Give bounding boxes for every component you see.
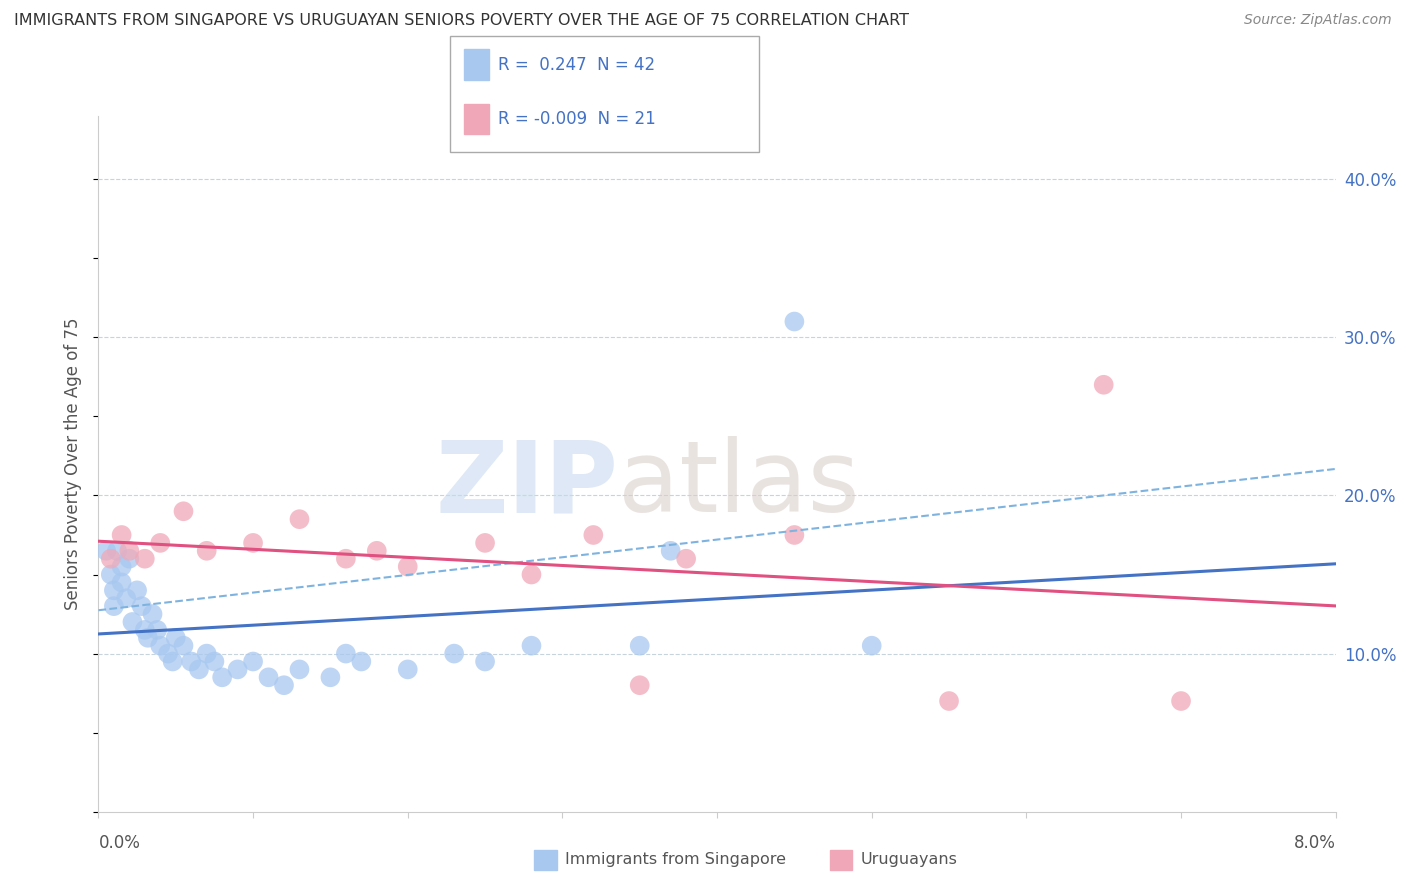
Point	[628, 678, 651, 692]
Text: atlas: atlas	[619, 436, 859, 533]
Point	[121, 615, 143, 629]
Point	[105, 544, 128, 558]
Point	[103, 599, 125, 614]
Text: Immigrants from Singapore: Immigrants from Singapore	[565, 853, 786, 867]
Point	[675, 551, 697, 566]
Text: Source: ZipAtlas.com: Source: ZipAtlas.com	[1244, 13, 1392, 28]
Text: IMMIGRANTS FROM SINGAPORE VS URUGUAYAN SENIORS POVERTY OVER THE AGE OF 75 CORREL: IMMIGRANTS FROM SINGAPORE VS URUGUAYAN S…	[14, 13, 910, 29]
Point	[96, 544, 118, 558]
Point	[134, 551, 156, 566]
Point	[180, 655, 202, 669]
Text: 0.0%: 0.0%	[98, 834, 141, 852]
Point	[165, 631, 187, 645]
Point	[173, 639, 195, 653]
Point	[474, 536, 496, 550]
Point	[257, 670, 280, 684]
Point	[582, 528, 605, 542]
Text: 8.0%: 8.0%	[1294, 834, 1336, 852]
Point	[396, 662, 419, 676]
Point	[157, 647, 180, 661]
Point	[100, 567, 122, 582]
Point	[628, 639, 651, 653]
Point	[520, 639, 543, 653]
Point	[783, 314, 806, 328]
Point	[659, 544, 682, 558]
Text: R = -0.009  N = 21: R = -0.009 N = 21	[498, 110, 655, 128]
Point	[131, 599, 153, 614]
Point	[319, 670, 342, 684]
Point	[366, 544, 388, 558]
Point	[127, 583, 149, 598]
Point	[226, 662, 249, 676]
Point	[474, 655, 496, 669]
Point	[204, 655, 226, 669]
Point	[118, 544, 141, 558]
Point	[396, 559, 419, 574]
Point	[173, 504, 195, 518]
Point	[195, 544, 218, 558]
Point	[242, 536, 264, 550]
Point	[162, 655, 184, 669]
Point	[111, 575, 134, 590]
Point	[520, 567, 543, 582]
Point	[111, 559, 134, 574]
Text: Uruguayans: Uruguayans	[860, 853, 957, 867]
Point	[860, 639, 883, 653]
Point	[211, 670, 233, 684]
Point	[1170, 694, 1192, 708]
Point	[146, 623, 169, 637]
Point	[288, 512, 311, 526]
Point	[100, 551, 122, 566]
Point	[1092, 377, 1115, 392]
Point	[350, 655, 373, 669]
Point	[149, 639, 172, 653]
Point	[103, 583, 125, 598]
Point	[335, 647, 357, 661]
Point	[288, 662, 311, 676]
Text: R =  0.247  N = 42: R = 0.247 N = 42	[498, 55, 655, 73]
Point	[188, 662, 211, 676]
Point	[443, 647, 465, 661]
Point	[242, 655, 264, 669]
Point	[111, 528, 134, 542]
Point	[783, 528, 806, 542]
Point	[141, 607, 165, 621]
Text: ZIP: ZIP	[436, 436, 619, 533]
Y-axis label: Seniors Poverty Over the Age of 75: Seniors Poverty Over the Age of 75	[65, 318, 83, 610]
Point	[136, 631, 159, 645]
Point	[118, 551, 141, 566]
Point	[115, 591, 138, 606]
Point	[938, 694, 960, 708]
Point	[195, 647, 218, 661]
Point	[149, 536, 172, 550]
Point	[273, 678, 295, 692]
Point	[335, 551, 357, 566]
Point	[134, 623, 156, 637]
